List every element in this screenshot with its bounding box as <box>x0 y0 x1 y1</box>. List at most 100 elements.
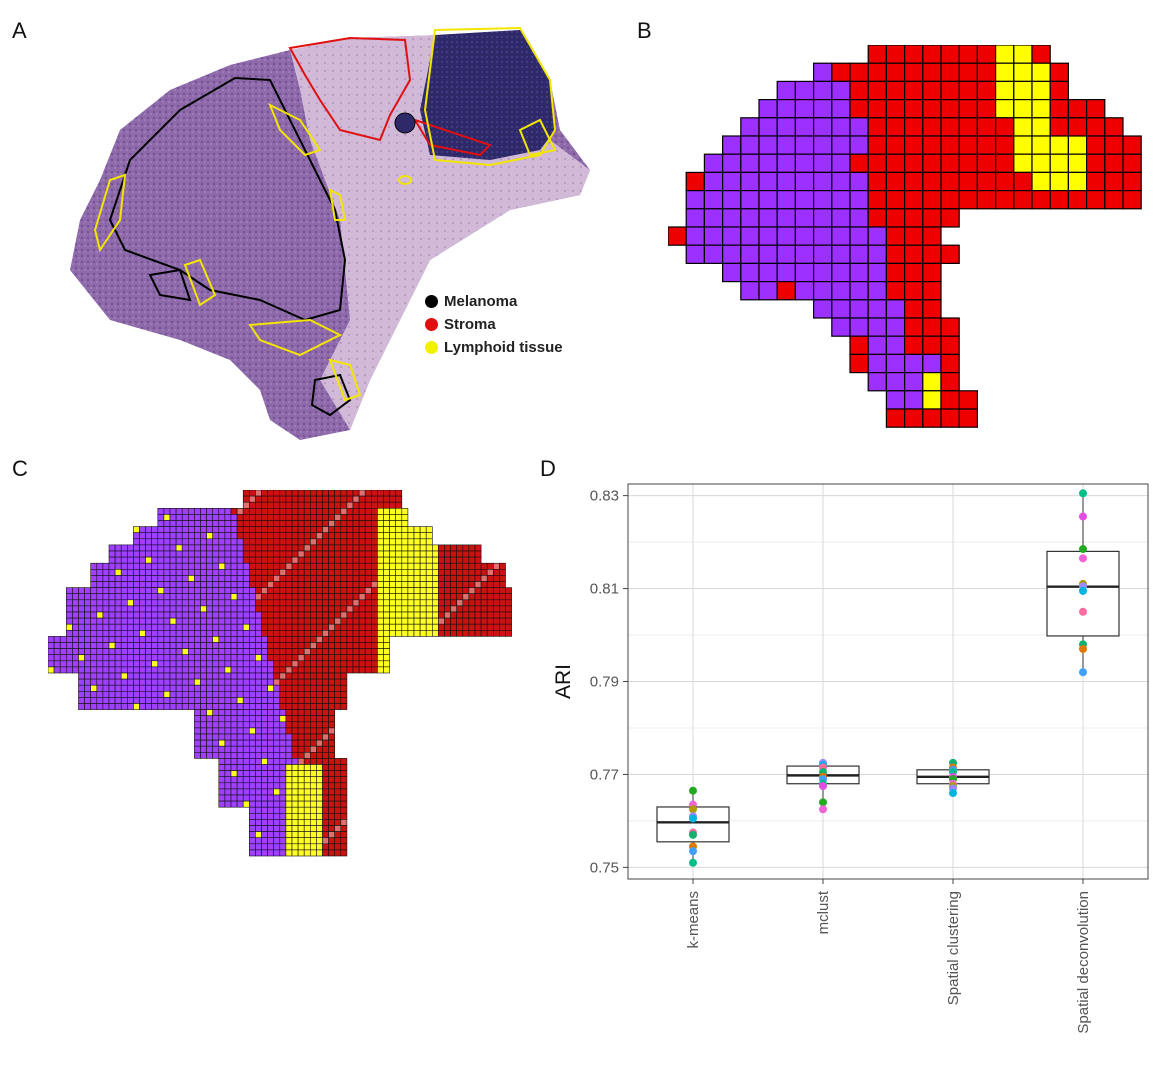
grid-subspot <box>285 660 293 668</box>
grid-subspot <box>309 507 317 515</box>
grid-subspot <box>212 721 220 729</box>
grid-subspot <box>249 776 256 784</box>
grid-subspot <box>413 575 421 582</box>
grid-spot <box>794 98 815 119</box>
grid-subspot <box>206 666 214 674</box>
grid-subspot <box>181 532 189 540</box>
grid-subspot <box>157 617 165 625</box>
grid-subspot <box>322 794 329 802</box>
grid-subspot <box>230 721 238 729</box>
grid-subspot <box>145 538 152 546</box>
grid-subspot <box>242 745 250 753</box>
grid-subspot <box>383 599 390 607</box>
grid-subspot <box>291 556 299 564</box>
grid-subspot <box>303 843 311 851</box>
grid-subspot <box>249 666 256 674</box>
grid-subspot <box>267 751 275 759</box>
grid-subspot <box>175 587 183 594</box>
grid-subspot <box>273 544 281 552</box>
grid-subspot <box>309 678 317 686</box>
grid-subspot <box>370 605 378 613</box>
grid-subspot <box>334 587 342 594</box>
grid-subspot <box>90 697 98 704</box>
grid-subspot <box>108 617 116 625</box>
grid-subspot <box>346 581 354 588</box>
grid-subspot <box>218 569 226 576</box>
grid-subspot <box>218 581 226 588</box>
grid-subspot <box>90 703 98 710</box>
grid-subspot <box>309 532 317 540</box>
grid-subspot <box>291 520 299 527</box>
grid-subspot <box>334 672 342 680</box>
grid-subspot <box>340 837 348 845</box>
grid-subspot <box>261 800 268 808</box>
grid-subspot <box>261 776 268 784</box>
grid-subspot <box>206 733 214 741</box>
panel-letter-a: A <box>12 18 27 43</box>
grid-subspot <box>340 678 348 686</box>
grid-subspot <box>120 654 128 662</box>
grid-subspot <box>236 630 244 637</box>
grid-subspot <box>242 642 250 649</box>
grid-subspot <box>279 532 287 540</box>
grid-subspot <box>407 581 415 588</box>
grid-subspot <box>206 697 214 704</box>
grid-subspot <box>309 495 317 503</box>
grid-subspot <box>383 562 390 570</box>
x-tick-label: Spatial clustering <box>945 891 962 1005</box>
grid-subspot <box>370 642 378 649</box>
grid-subspot <box>120 617 128 625</box>
grid-subspot <box>236 703 244 710</box>
grid-subspot <box>255 788 262 796</box>
grid-subspot <box>255 556 262 564</box>
grid-subspot <box>401 544 409 552</box>
grid-subspot <box>224 556 232 564</box>
grid-subspot <box>303 770 311 778</box>
grid-spot <box>721 153 742 173</box>
grid-subspot <box>188 569 195 576</box>
grid-subspot <box>224 703 232 710</box>
grid-spot <box>940 135 960 155</box>
grid-subspot <box>133 532 140 540</box>
grid-subspot <box>303 727 311 735</box>
grid-subspot <box>194 520 201 527</box>
grid-subspot <box>175 697 183 704</box>
grid-subspot <box>334 764 342 771</box>
grid-subspot <box>383 642 390 649</box>
grid-spot <box>1031 62 1051 83</box>
grid-subspot <box>285 672 293 680</box>
grid-subspot <box>194 721 201 729</box>
grid-subspot <box>212 703 220 710</box>
grid-subspot <box>175 562 183 570</box>
grid-spot <box>940 171 960 192</box>
grid-subspot <box>267 825 275 832</box>
data-point <box>689 858 697 867</box>
grid-spot <box>685 244 706 264</box>
grid-spot <box>940 45 960 64</box>
grid-subspot <box>297 617 305 625</box>
grid-subspot <box>194 617 201 625</box>
grid-subspot <box>303 758 311 765</box>
grid-subspot <box>334 617 342 625</box>
grid-subspot <box>401 556 409 564</box>
grid-spot <box>867 117 887 137</box>
grid-spot <box>867 281 887 301</box>
grid-subspot <box>236 636 244 643</box>
grid-subspot <box>340 605 348 613</box>
grid-subspot <box>364 520 372 527</box>
grid-subspot <box>389 581 397 588</box>
grid-subspot <box>334 569 342 576</box>
grid-subspot <box>340 562 348 570</box>
grid-subspot <box>450 599 458 607</box>
grid-subspot <box>297 575 305 582</box>
grid-subspot <box>114 605 122 613</box>
grid-subspot <box>395 538 403 546</box>
grid-subspot <box>65 666 73 674</box>
grid-subspot <box>267 544 275 552</box>
grid-subspot <box>133 526 140 533</box>
grid-subspot <box>90 654 98 662</box>
grid-spot <box>831 317 851 337</box>
grid-subspot <box>425 581 433 588</box>
grid-spot <box>995 98 1015 119</box>
grid-spot <box>849 335 869 356</box>
